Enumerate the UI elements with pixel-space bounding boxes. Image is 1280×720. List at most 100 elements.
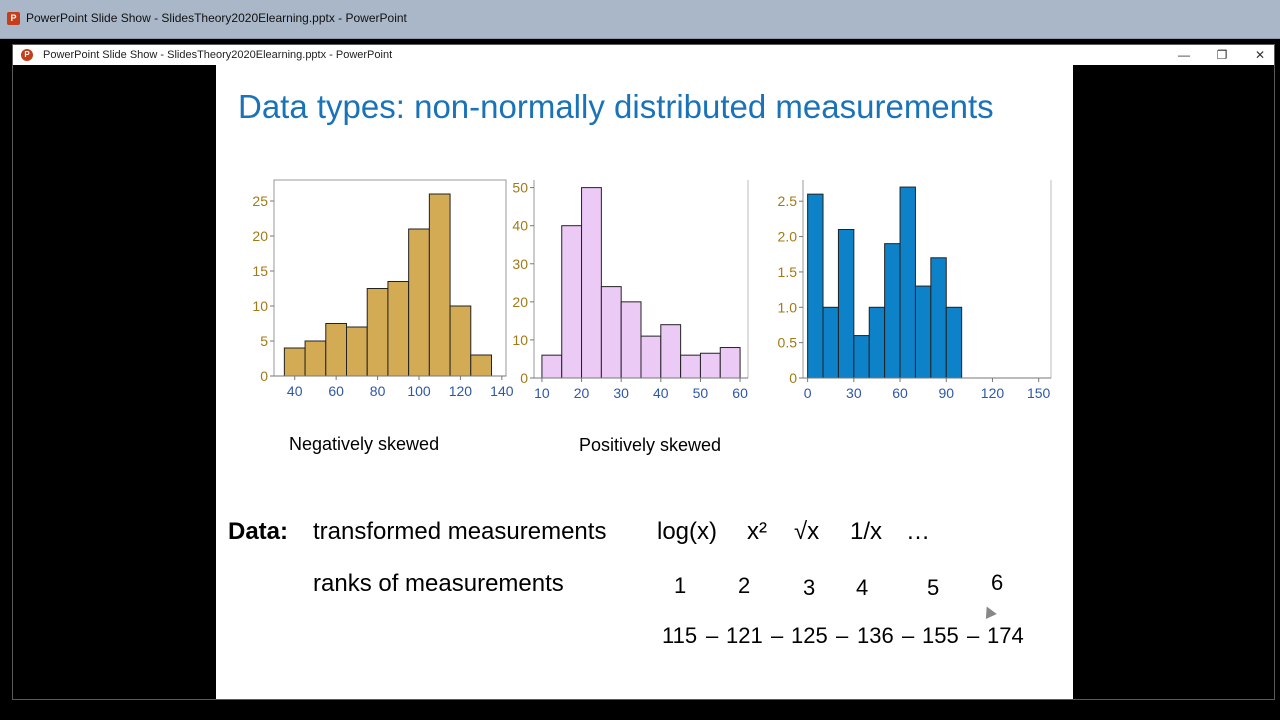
seq-value-6: 174: [987, 623, 1024, 648]
x-tick-label: 10: [534, 385, 550, 401]
y-tick-label: 10: [512, 332, 528, 348]
y-tick-label: 1.0: [778, 299, 798, 315]
histogram-bar: [807, 193, 824, 379]
transform-sqrt: √x: [794, 518, 820, 545]
y-tick-label: 0: [520, 370, 528, 386]
transform-log: log(x): [657, 518, 718, 545]
transform-square: x²: [747, 518, 767, 545]
histogram-bar: [640, 335, 662, 379]
rank-4: 4: [856, 575, 869, 600]
histogram-bar: [660, 324, 682, 379]
caption-positively-skewed: Positively skewed: [579, 435, 722, 455]
histogram-bar: [387, 281, 410, 377]
histogram-bar: [428, 193, 451, 377]
rank-2: 2: [738, 573, 751, 598]
x-tick-label: 60: [328, 383, 344, 399]
histogram-bar: [699, 352, 721, 379]
x-tick-label: 100: [407, 383, 431, 399]
rank-1: 1: [674, 573, 687, 598]
histogram-bar: [541, 354, 563, 379]
histogram-bar: [581, 187, 602, 379]
y-tick-label: 0: [789, 370, 797, 386]
y-tick-label: 30: [512, 256, 528, 272]
x-tick-label: 80: [370, 383, 386, 399]
histogram-bar: [346, 326, 368, 377]
rank-3: 3: [803, 575, 816, 600]
y-tick-label: 0: [260, 368, 268, 384]
seq-value-4: 136: [857, 623, 894, 648]
histogram-bar: [620, 301, 642, 379]
x-tick-label: 50: [693, 385, 709, 401]
histogram-bar: [366, 288, 389, 377]
histogram-bar: [719, 347, 741, 379]
y-tick-label: 2.0: [778, 229, 798, 245]
x-tick-label: 150: [1027, 385, 1051, 401]
x-tick-label: 40: [287, 383, 303, 399]
histogram-bar: [868, 306, 886, 379]
rank-5: 5: [927, 575, 940, 600]
transform-reciprocal: 1/x: [850, 518, 883, 545]
x-tick-label: 20: [574, 385, 590, 401]
x-tick-label: 60: [732, 385, 748, 401]
histogram-bar: [822, 306, 839, 379]
slide-title: Data types: non-normally distributed mea…: [238, 88, 994, 125]
seq-sep-4: –: [902, 623, 915, 648]
histogram-bar: [283, 347, 306, 377]
histogram-bar: [899, 186, 916, 379]
restore-button[interactable]: ❐: [1216, 48, 1228, 62]
y-tick-label: 5: [260, 333, 268, 349]
histogram-bar: [304, 340, 327, 377]
outer-title-bar: P PowerPoint Slide Show - SlidesTheory20…: [0, 0, 1280, 39]
caption-negatively-skewed: Negatively skewed: [289, 434, 440, 454]
seq-value-1: 115: [662, 623, 698, 648]
histogram-bar: [884, 243, 901, 379]
bimodal-histogram: 0 0.5 1.0 1.5 2.0 2.5 0 30 60 90 120 150: [778, 180, 1052, 401]
histogram-bar: [930, 257, 947, 379]
data-label: Data:: [228, 518, 289, 545]
seq-value-5: 155: [922, 623, 959, 648]
positive-skew-histogram: 0 10 20 30 40 50 10 20 30 40 50 60: [512, 180, 749, 401]
y-tick-label: 20: [252, 228, 268, 244]
ranks-label: ranks of measurements: [313, 570, 564, 597]
histogram-bar: [470, 354, 493, 377]
histogram-bar: [600, 286, 622, 379]
powerpoint-icon: P: [21, 49, 33, 61]
histogram-bar: [853, 335, 870, 379]
y-tick-label: 2.5: [778, 193, 798, 209]
close-button[interactable]: ✕: [1254, 48, 1266, 62]
y-tick-label: 50: [512, 180, 528, 196]
x-tick-label: 60: [892, 385, 908, 401]
y-tick-label: 1.5: [778, 264, 798, 280]
histogram-bar: [914, 285, 932, 379]
rank-6: 6: [991, 570, 1004, 595]
x-tick-label: 120: [981, 385, 1005, 401]
seq-value-3: 125: [791, 623, 828, 648]
y-tick-label: 15: [252, 263, 268, 279]
x-tick-label: 30: [613, 385, 629, 401]
seq-sep-3: –: [836, 623, 849, 648]
inner-window-title: PowerPoint Slide Show - SlidesTheory2020…: [43, 49, 393, 61]
x-tick-label: 30: [846, 385, 862, 401]
powerpoint-icon: P: [7, 12, 20, 25]
x-tick-label: 0: [804, 385, 812, 401]
seq-value-2: 121: [726, 623, 763, 648]
seq-sep-2: –: [771, 623, 784, 648]
histogram-bar: [325, 323, 347, 377]
x-tick-label: 140: [490, 383, 514, 399]
y-tick-label: 0.5: [778, 335, 798, 351]
slide: Data types: non-normally distributed mea…: [216, 64, 1073, 699]
y-tick-label: 25: [252, 193, 268, 209]
histogram-bar: [561, 225, 583, 379]
y-tick-label: 40: [512, 218, 528, 234]
x-tick-label: 90: [938, 385, 954, 401]
x-tick-label: 120: [449, 383, 473, 399]
seq-sep-1: –: [706, 623, 719, 648]
histogram-bar: [449, 305, 472, 377]
transformed-label: transformed measurements: [313, 518, 607, 545]
negative-skew-histogram: 0 5 10 15 20 25 40 60 80 100 120 140: [252, 179, 514, 399]
outer-window-title: PowerPoint Slide Show - SlidesTheory2020…: [26, 11, 407, 25]
y-tick-label: 20: [512, 294, 528, 310]
histogram-bar: [945, 306, 963, 379]
minimize-button[interactable]: —: [1178, 48, 1190, 62]
seq-sep-5: –: [967, 623, 980, 648]
